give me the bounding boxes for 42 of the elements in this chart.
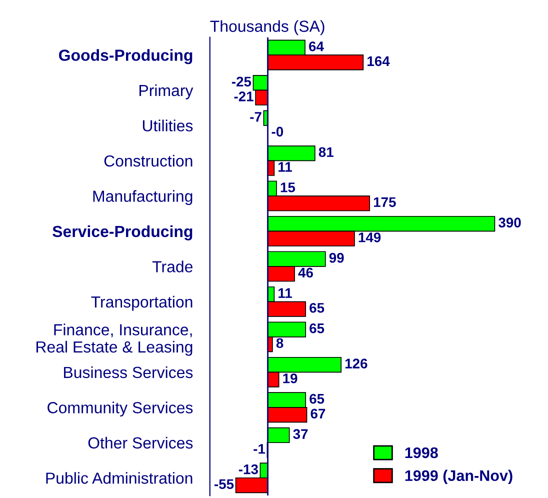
data-label: -55 xyxy=(214,479,234,490)
data-label: 37 xyxy=(293,429,308,439)
data-label: 65 xyxy=(310,394,324,404)
data-label: 65 xyxy=(310,323,324,334)
data-label: 46 xyxy=(298,268,313,278)
y-tick-label: Primary xyxy=(140,84,194,100)
data-label: -1 xyxy=(254,444,266,454)
y-tick-label: Community Services xyxy=(48,402,193,417)
data-label: 11 xyxy=(278,288,292,298)
y-tick-label: Public Administration xyxy=(46,472,192,484)
data-label: 175 xyxy=(374,197,396,208)
y-tick-label: Service-Producing xyxy=(52,225,192,240)
y-tick-label: Finance, Insurance, Real Estate & Leasing xyxy=(36,324,192,356)
y-tick-label: Trade xyxy=(152,260,193,272)
y-tick-label: Manufacturing xyxy=(93,190,192,206)
y-tick-label: Construction xyxy=(104,154,192,167)
data-label: 99 xyxy=(329,252,344,263)
data-label: 15 xyxy=(280,182,296,192)
y-tick-label: Utilities xyxy=(142,120,193,132)
data-label: 65 xyxy=(310,302,324,313)
data-label: 390 xyxy=(498,218,521,228)
y-tick-label: Transportation xyxy=(91,296,192,311)
data-label: 81 xyxy=(318,147,334,158)
data-label: -13 xyxy=(238,464,258,474)
data-label: 8 xyxy=(276,338,284,348)
y-tick-label: Other Services xyxy=(88,436,193,449)
data-label: 11 xyxy=(278,162,292,172)
data-label: 149 xyxy=(358,232,381,242)
data-label: -21 xyxy=(234,92,254,102)
data-label: 64 xyxy=(309,41,324,52)
legend-label: 1999 (Jan-Nov) xyxy=(405,470,512,484)
y-tick-label: Goods-Producing xyxy=(59,49,192,64)
chart-title: Thousands (SA) xyxy=(210,20,324,36)
data-label: 67 xyxy=(310,408,326,419)
legend-label: 1998 xyxy=(405,447,438,458)
data-label: 126 xyxy=(345,358,368,368)
data-label: -0 xyxy=(272,126,284,137)
y-tick-label: Business Services xyxy=(64,366,193,378)
data-label: -25 xyxy=(232,76,252,87)
data-label: 164 xyxy=(368,56,390,66)
data-label: 19 xyxy=(283,373,298,384)
data-label: -7 xyxy=(250,112,262,122)
